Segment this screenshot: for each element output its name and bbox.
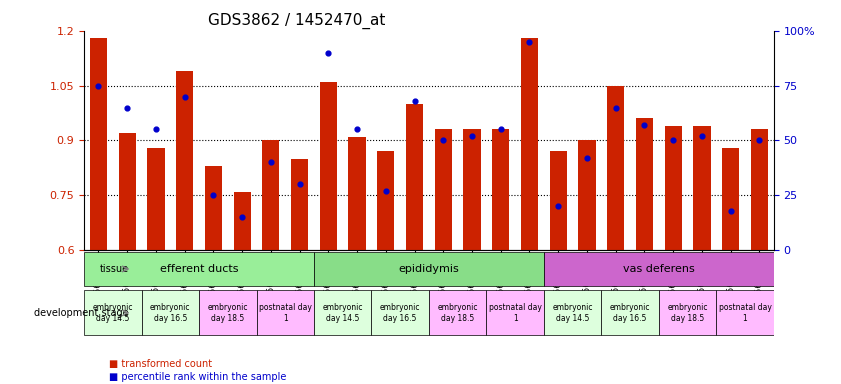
Bar: [636, 119, 653, 250]
FancyBboxPatch shape: [314, 290, 372, 335]
Point: [609, 104, 622, 111]
Bar: [348, 137, 366, 250]
Point: [149, 126, 162, 132]
Point: [207, 192, 220, 199]
Bar: [722, 148, 739, 250]
Point: [494, 126, 507, 132]
Bar: [90, 38, 107, 250]
Point: [120, 104, 134, 111]
Point: [92, 83, 105, 89]
Text: postnatal day
1: postnatal day 1: [259, 303, 312, 323]
Bar: [607, 86, 624, 250]
FancyBboxPatch shape: [659, 290, 717, 335]
Bar: [463, 129, 480, 250]
FancyBboxPatch shape: [314, 252, 544, 286]
Point: [293, 181, 306, 187]
Bar: [262, 141, 279, 250]
Bar: [119, 133, 136, 250]
Point: [696, 133, 709, 139]
Bar: [320, 82, 337, 250]
Bar: [693, 126, 711, 250]
Bar: [406, 104, 423, 250]
Text: embryonic
day 16.5: embryonic day 16.5: [150, 303, 191, 323]
Text: embryonic
day 18.5: embryonic day 18.5: [208, 303, 248, 323]
FancyBboxPatch shape: [372, 290, 429, 335]
FancyBboxPatch shape: [199, 290, 257, 335]
Point: [408, 98, 421, 104]
Point: [321, 50, 335, 56]
FancyBboxPatch shape: [486, 290, 544, 335]
FancyBboxPatch shape: [717, 290, 774, 335]
Point: [436, 137, 450, 144]
Text: embryonic
day 16.5: embryonic day 16.5: [610, 303, 650, 323]
Bar: [579, 141, 595, 250]
Point: [465, 133, 479, 139]
Bar: [435, 129, 452, 250]
Point: [552, 203, 565, 209]
Bar: [664, 126, 682, 250]
Text: ■ transformed count: ■ transformed count: [109, 359, 213, 369]
Text: embryonic
day 18.5: embryonic day 18.5: [667, 303, 708, 323]
FancyBboxPatch shape: [141, 290, 199, 335]
Point: [235, 214, 249, 220]
Bar: [549, 151, 567, 250]
Text: development stage: development stage: [34, 308, 129, 318]
FancyBboxPatch shape: [429, 290, 486, 335]
Point: [351, 126, 364, 132]
Text: embryonic
day 14.5: embryonic day 14.5: [93, 303, 133, 323]
FancyBboxPatch shape: [601, 290, 659, 335]
Bar: [176, 71, 193, 250]
Bar: [147, 148, 165, 250]
Text: embryonic
day 14.5: embryonic day 14.5: [322, 303, 363, 323]
Point: [580, 155, 594, 161]
Bar: [377, 151, 394, 250]
Bar: [521, 38, 538, 250]
Text: efferent ducts: efferent ducts: [160, 264, 238, 274]
Text: postnatal day
1: postnatal day 1: [718, 303, 771, 323]
Point: [724, 208, 738, 214]
FancyBboxPatch shape: [257, 290, 314, 335]
FancyBboxPatch shape: [84, 290, 141, 335]
Text: tissue: tissue: [100, 264, 129, 274]
Point: [753, 137, 766, 144]
Point: [178, 93, 192, 99]
Bar: [205, 166, 222, 250]
Bar: [751, 129, 768, 250]
Text: embryonic
day 18.5: embryonic day 18.5: [437, 303, 478, 323]
Text: embryonic
day 16.5: embryonic day 16.5: [380, 303, 420, 323]
FancyBboxPatch shape: [544, 252, 774, 286]
Text: epididymis: epididymis: [399, 264, 459, 274]
Text: ■ percentile rank within the sample: ■ percentile rank within the sample: [109, 372, 287, 382]
FancyBboxPatch shape: [84, 252, 314, 286]
Point: [666, 137, 680, 144]
Text: embryonic
day 14.5: embryonic day 14.5: [553, 303, 593, 323]
FancyBboxPatch shape: [544, 290, 601, 335]
Text: vas deferens: vas deferens: [623, 264, 695, 274]
Bar: [492, 129, 510, 250]
Bar: [291, 159, 308, 250]
Bar: [234, 192, 251, 250]
Point: [637, 122, 651, 128]
Point: [379, 188, 393, 194]
Text: GDS3862 / 1452470_at: GDS3862 / 1452470_at: [209, 13, 386, 29]
Point: [264, 159, 278, 166]
Point: [523, 39, 537, 45]
Text: postnatal day
1: postnatal day 1: [489, 303, 542, 323]
